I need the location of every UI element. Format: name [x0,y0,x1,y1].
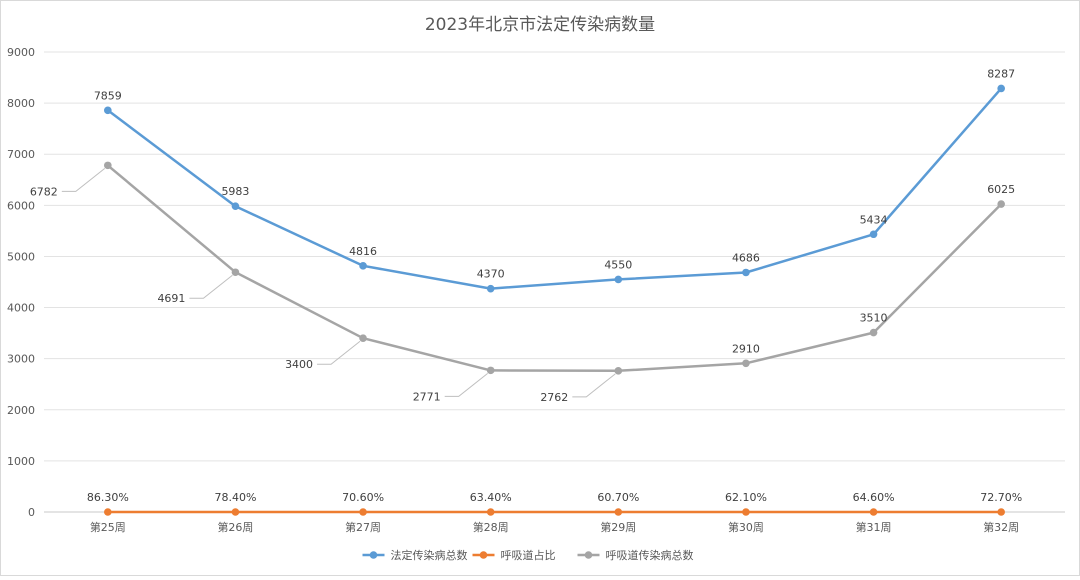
data-label: 4550 [604,258,632,271]
legend-label: 呼吸道传染病总数 [606,548,694,562]
x-tick-label: 第31周 [856,520,892,534]
data-label: 3510 [860,312,888,325]
data-point [997,508,1005,516]
y-tick-label: 5000 [7,250,35,263]
data-label: 3400 [285,358,313,371]
x-tick-label: 第29周 [600,520,636,534]
data-label: 86.30% [87,491,129,504]
legend: 法定传染病总数 呼吸道占比 呼吸道传染病总数 [362,548,694,562]
y-tick-label: 6000 [7,199,35,212]
y-tick-label: 4000 [7,302,35,315]
data-point [997,200,1005,208]
legend-label: 呼吸道占比 [501,548,556,562]
data-labels: 7859 5983 4816 4370 4550 4686 5434 8287 86.30% 78… [30,67,1022,504]
x-tick-label: 第30周 [728,520,764,534]
data-point [486,284,495,293]
leader-lines [61,167,616,398]
data-point [104,508,112,516]
legend-item: 呼吸道占比 [472,548,556,562]
data-label: 2910 [732,342,760,355]
legend-swatch-marker [584,551,593,559]
data-label: 2762 [540,391,568,404]
data-label: 70.60% [342,491,384,504]
data-label: 60.70% [597,491,639,504]
data-label: 4691 [157,292,185,305]
data-label: 5983 [221,185,249,198]
data-point [359,508,367,516]
leader-line [317,340,361,365]
y-tick-label: 8000 [7,97,35,110]
data-point [231,202,240,211]
legend-swatch-marker [369,551,378,559]
leader-line [189,274,233,299]
data-label: 62.10% [725,491,767,504]
data-point [997,84,1005,93]
legend-label: 法定传染病总数 [391,548,468,562]
leader-line [444,372,488,397]
data-label: 63.40% [470,491,512,504]
series-line-2 [106,164,1003,373]
data-label: 7859 [94,89,122,102]
legend-swatch-marker [479,551,488,559]
data-point [742,359,750,368]
x-tick-label: 第27周 [345,520,381,534]
y-tick-label: 0 [28,506,35,519]
data-point [742,508,750,516]
data-point [486,508,495,516]
y-tick-label: 3000 [7,353,35,366]
y-tick-label: 7000 [7,148,35,161]
chart-title: 2023年北京市法定传染病数量 [425,15,655,35]
leader-line [572,373,616,398]
y-tick-label: 2000 [7,404,35,417]
data-label: 2771 [413,390,441,403]
x-tick-label: 第25周 [90,520,126,534]
data-point [104,106,112,115]
data-label: 64.60% [853,491,895,504]
data-point [869,328,878,337]
data-point [869,230,878,239]
data-point [104,161,112,170]
legend-item: 法定传染病总数 [362,548,468,562]
x-tick-label: 第28周 [473,520,509,534]
leader-line [61,167,106,192]
y-tick-label: 9000 [7,46,35,59]
data-label: 72.70% [980,491,1022,504]
series [104,84,1005,516]
data-point [614,275,623,284]
data-point [359,334,367,343]
data-point [614,367,623,375]
data-label: 4816 [349,245,377,258]
data-point [742,268,750,277]
x-tick-label: 第32周 [983,520,1019,534]
x-tick-label: 第26周 [217,520,253,534]
data-point [486,366,495,375]
data-point [869,508,878,516]
data-label: 4370 [477,268,505,281]
data-label: 4686 [732,251,760,264]
data-point [359,262,367,270]
y-tick-label: 1000 [7,455,35,468]
legend-item: 呼吸道传染病总数 [577,548,694,562]
data-label: 5434 [860,213,888,226]
data-label: 78.40% [214,491,256,504]
data-point [614,508,623,516]
data-label: 6025 [987,183,1015,196]
series-line-0 [107,87,1003,290]
data-point [231,268,240,277]
grid [44,51,1065,462]
data-label: 6782 [30,185,58,198]
data-label: 8287 [987,67,1015,80]
data-point [231,508,240,516]
